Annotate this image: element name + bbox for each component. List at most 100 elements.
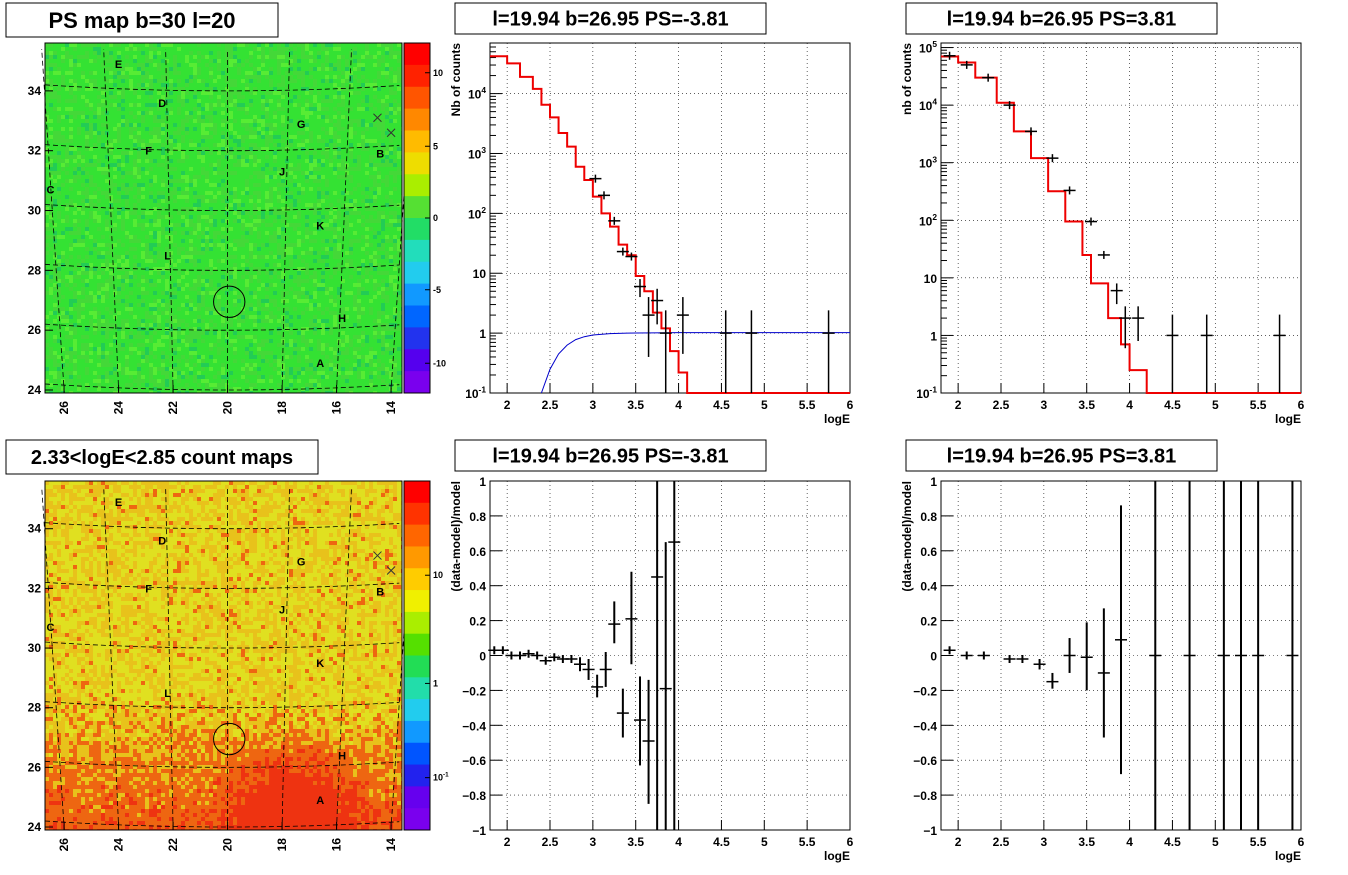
- map-pixel: [157, 167, 161, 171]
- map-pixel: [177, 363, 181, 367]
- map-pixel: [141, 323, 145, 327]
- map-pixel: [177, 171, 181, 175]
- map-pixel: [189, 335, 193, 339]
- map-pixel: [77, 91, 81, 95]
- map-pixel: [181, 279, 185, 283]
- map-pixel: [177, 351, 181, 355]
- map-pixel: [225, 111, 229, 115]
- map-pixel: [53, 171, 57, 175]
- map-pixel: [137, 103, 141, 107]
- map-pixel: [161, 335, 165, 339]
- map-pixel: [161, 47, 165, 51]
- map-pixel: [109, 235, 113, 239]
- map-pixel: [217, 43, 221, 47]
- map-pixel: [165, 323, 169, 327]
- map-pixel: [181, 115, 185, 119]
- map-pixel: [241, 107, 245, 111]
- map-pixel: [233, 159, 237, 163]
- map-pixel: [233, 287, 237, 291]
- map-pixel: [153, 63, 157, 67]
- map-pixel: [165, 219, 169, 223]
- map-pixel: [89, 167, 93, 171]
- map-pixel: [61, 143, 65, 147]
- map-pixel: [77, 123, 81, 127]
- map-pixel: [49, 291, 53, 295]
- map-pixel: [213, 195, 217, 199]
- map-pixel: [57, 99, 61, 103]
- map-pixel: [185, 67, 189, 71]
- map-pixel: [53, 127, 57, 131]
- map-pixel: [221, 187, 225, 191]
- map-pixel: [129, 151, 133, 155]
- map-pixel: [81, 83, 85, 87]
- map-pixel: [77, 207, 81, 211]
- map-pixel: [265, 387, 269, 391]
- map-pixel: [257, 331, 261, 335]
- map-pixel: [69, 295, 73, 299]
- map-pixel: [185, 251, 189, 255]
- map-pixel: [185, 215, 189, 219]
- map-pixel: [113, 147, 117, 151]
- map-pixel: [233, 351, 237, 355]
- map-pixel: [113, 199, 117, 203]
- map-pixel: [237, 323, 241, 327]
- map-pixel: [261, 47, 265, 51]
- map-pixel: [49, 359, 53, 363]
- map-pixel: [101, 251, 105, 255]
- map-pixel: [69, 55, 73, 59]
- map-pixel: [165, 275, 169, 279]
- map-pixel: [73, 231, 77, 235]
- map-pixel: [45, 375, 49, 379]
- map-pixel: [57, 359, 61, 363]
- map-pixel: [197, 163, 201, 167]
- map-pixel: [169, 243, 173, 247]
- map-pixel: [193, 155, 197, 159]
- map-pixel: [157, 159, 161, 163]
- map-pixel: [77, 219, 81, 223]
- map-pixel: [153, 271, 157, 275]
- map-pixel: [141, 139, 145, 143]
- map-pixel: [157, 307, 161, 311]
- map-pixel: [217, 283, 221, 287]
- map-pixel: [145, 323, 149, 327]
- map-pixel: [109, 195, 113, 199]
- map-pixel: [77, 67, 81, 71]
- map-pixel: [149, 263, 153, 267]
- map-pixel: [117, 135, 121, 139]
- map-pixel: [105, 379, 109, 383]
- map-pixel: [93, 59, 97, 63]
- map-pixel: [101, 99, 105, 103]
- map-pixel: [129, 283, 133, 287]
- map-pixel: [49, 347, 53, 351]
- map-pixel: [265, 171, 269, 175]
- map-pixel: [129, 239, 133, 243]
- map-pixel: [105, 219, 109, 223]
- map-pixel: [65, 227, 69, 231]
- map-pixel: [125, 103, 129, 107]
- map-pixel: [137, 335, 141, 339]
- map-pixel: [117, 367, 121, 371]
- map-pixel: [213, 239, 217, 243]
- map-pixel: [121, 207, 125, 211]
- map-pixel: [197, 303, 201, 307]
- map-pixel: [217, 267, 221, 271]
- map-pixel: [193, 235, 197, 239]
- map-pixel: [105, 195, 109, 199]
- map-pixel: [137, 259, 141, 263]
- map-pixel: [169, 127, 173, 131]
- map-pixel: [197, 63, 201, 67]
- map-pixel: [129, 307, 133, 311]
- map-pixel: [265, 75, 269, 79]
- map-pixel: [225, 363, 229, 367]
- map-pixel: [237, 135, 241, 139]
- map-pixel: [65, 219, 69, 223]
- map-pixel: [93, 287, 97, 291]
- map-pixel: [113, 63, 117, 67]
- map-pixel: [97, 255, 101, 259]
- map-pixel: [265, 151, 269, 155]
- map-pixel: [45, 87, 49, 91]
- map-pixel: [221, 139, 225, 143]
- map-pixel: [269, 219, 273, 223]
- map-pixel: [253, 175, 257, 179]
- map-pixel: [233, 171, 237, 175]
